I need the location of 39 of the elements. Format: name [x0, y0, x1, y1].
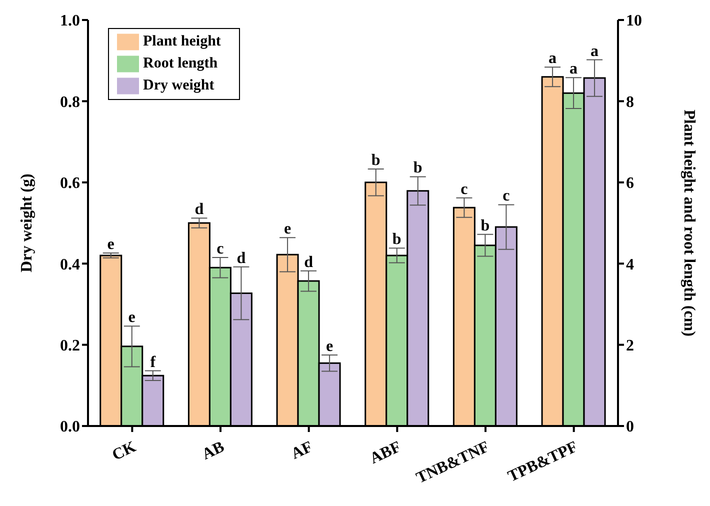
y-tick-label: 0.2	[60, 337, 80, 354]
data-label: e	[107, 236, 114, 254]
data-label: e	[128, 309, 136, 326]
data-label: d	[194, 201, 204, 218]
data-label: b	[371, 152, 380, 169]
y-tick-label: 0.8	[60, 94, 80, 111]
data-label: f	[150, 354, 156, 371]
data-label: d	[236, 250, 246, 267]
x-tick-label: CK	[110, 438, 140, 464]
data-label: e	[284, 220, 292, 238]
data-label: b	[413, 160, 422, 177]
y2-tick-label: 2	[626, 337, 634, 354]
data-label: a	[590, 42, 599, 60]
data-label: b	[480, 217, 490, 234]
data-label: c	[460, 180, 468, 198]
y2-tick-label: 8	[626, 94, 634, 111]
data-label: c	[216, 240, 224, 258]
data-label: b	[392, 231, 402, 248]
y2-tick-label: 6	[626, 175, 634, 192]
x-tick-label: AF	[288, 438, 316, 463]
data-label: a	[548, 50, 557, 68]
y-tick-label: 0.6	[60, 175, 80, 192]
data-label: a	[570, 60, 578, 78]
y-tick-label: 0.0	[60, 418, 80, 436]
y-axis-title: Dry weight (g)	[18, 174, 36, 272]
legend-label: Plant height	[143, 33, 221, 50]
y-tick-label: 1.0	[60, 12, 80, 30]
legend-label: Dry weight	[143, 77, 214, 94]
data-label: e	[326, 338, 334, 355]
y2-tick-label: 10	[626, 12, 642, 30]
data-label: c	[502, 188, 510, 205]
y2-tick-label: 0	[626, 418, 634, 436]
y2-axis-title: Plant height and root length (cm)	[680, 110, 698, 336]
y-tick-label: 0.4	[60, 256, 80, 274]
y2-tick-label: 4	[626, 256, 634, 274]
x-tick-label: AB	[200, 438, 228, 464]
legend-label: Root length	[143, 55, 218, 72]
data-label: d	[304, 254, 314, 271]
x-tick-label: ABF	[367, 438, 404, 468]
